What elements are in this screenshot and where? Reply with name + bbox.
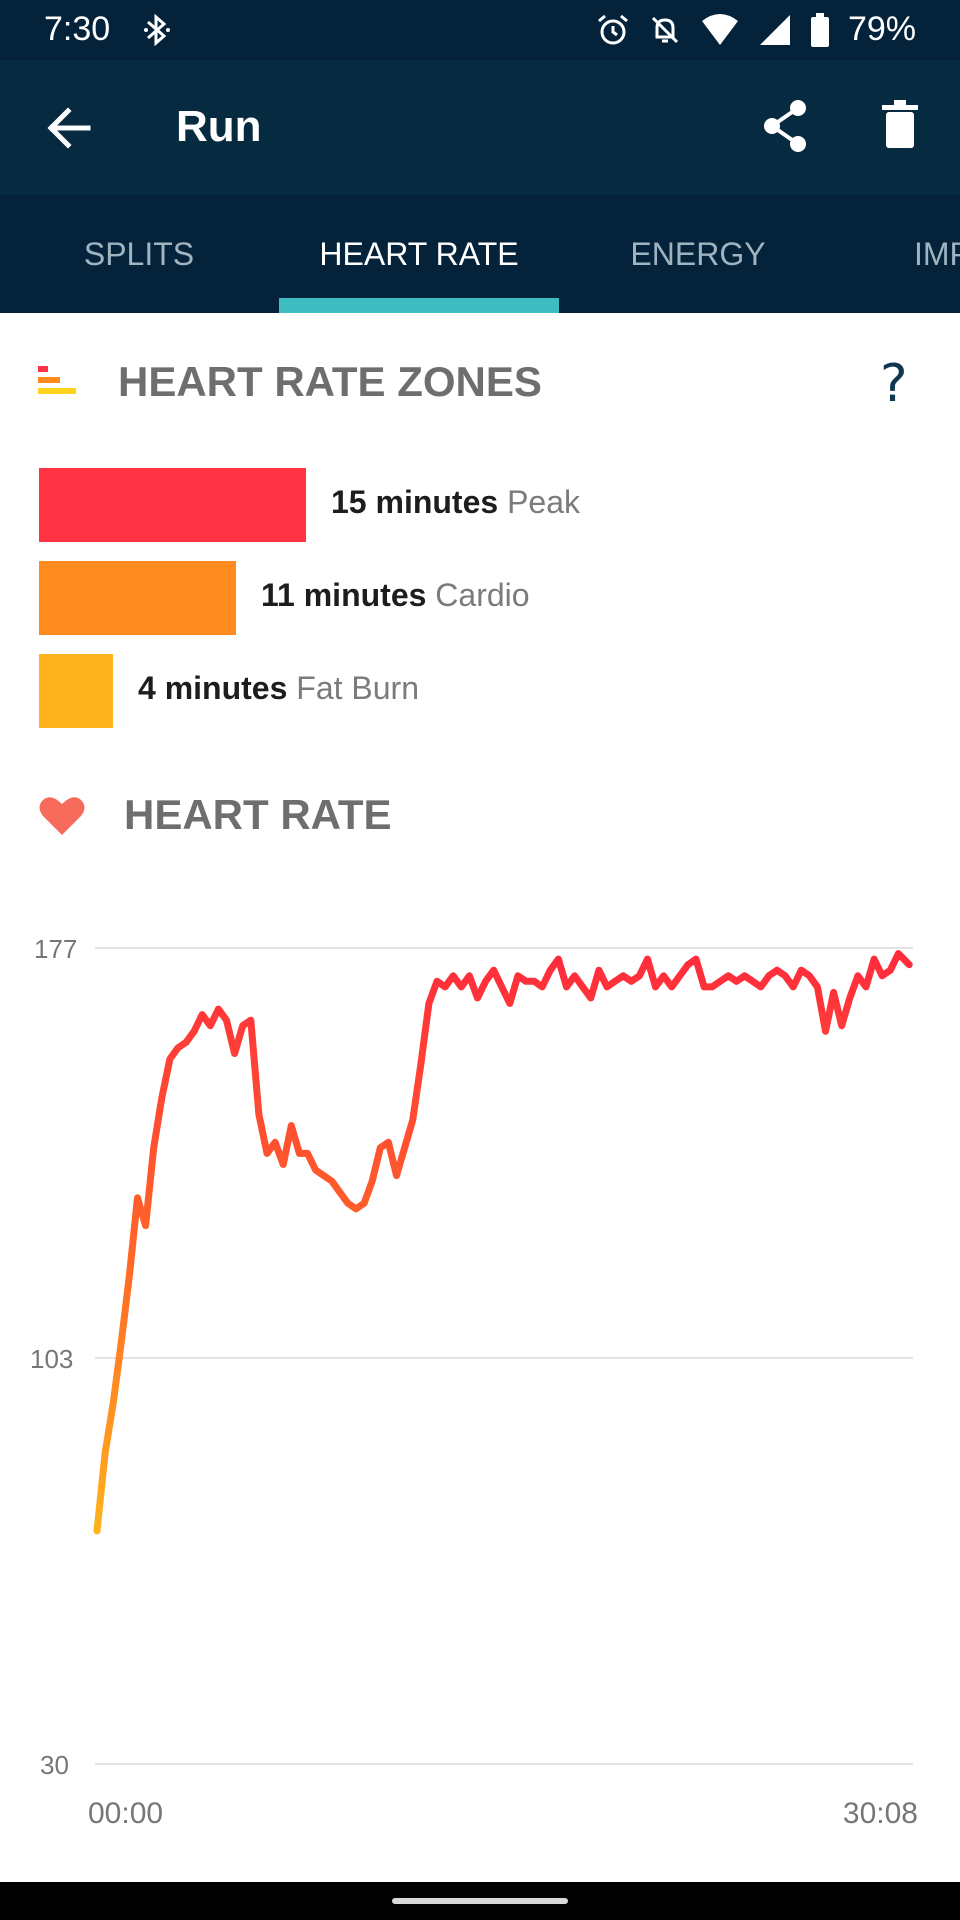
heart-rate-title: HEART RATE <box>124 791 392 838</box>
zone-name: Cardio <box>435 577 530 613</box>
zone-minutes: 11 minutes <box>261 577 427 613</box>
zones-bars-icon <box>38 366 76 394</box>
tab-impact[interactable]: IMPACT <box>914 236 960 272</box>
wifi-icon <box>701 13 738 45</box>
battery-percent: 79% <box>847 10 916 48</box>
home-gesture-handle[interactable] <box>392 1898 568 1904</box>
zone-bar-peak <box>39 468 306 542</box>
app-bar: Run <box>0 60 960 195</box>
zone-row-cardio: 11 minutes Cardio <box>39 561 919 635</box>
y-tick-label-177: 177 <box>34 934 77 964</box>
help-button[interactable]: ? <box>880 354 908 414</box>
status-icons: 79% <box>596 10 916 49</box>
x-tick-label-start: 00:00 <box>88 1797 163 1830</box>
share-icon[interactable] <box>756 96 816 156</box>
status-bar: 7:30 79% <box>0 0 960 60</box>
trash-icon[interactable] <box>870 96 930 156</box>
notifications-off-icon <box>651 16 678 43</box>
tab-bar: SPLITS HEART RATE ENERGY IMPACT <box>0 195 960 313</box>
zones-title: HEART RATE ZONES <box>118 358 542 405</box>
page-title: Run <box>176 102 262 151</box>
zone-name: Peak <box>507 484 580 520</box>
heart-icon <box>39 797 85 835</box>
zone-bar-fat-burn <box>39 654 113 728</box>
zone-bar-cardio <box>39 561 236 635</box>
heart-rate-chart: 177 103 30 00:00 30:08 <box>30 934 918 1830</box>
tab-energy[interactable]: ENERGY <box>630 236 766 272</box>
zone-label-cardio: 11 minutes Cardio <box>261 577 530 614</box>
cell-signal-icon <box>759 14 790 45</box>
y-tick-label-103: 103 <box>30 1344 73 1374</box>
zone-minutes: 15 minutes <box>331 484 499 520</box>
x-tick-label-end: 30:08 <box>843 1797 918 1830</box>
bluetooth-icon <box>144 13 170 47</box>
heart-rate-line <box>93 950 913 1535</box>
zone-row-peak: 15 minutes Peak <box>39 468 919 542</box>
zone-label-fat-burn: 4 minutes Fat Burn <box>138 670 419 707</box>
battery-icon <box>810 12 829 47</box>
status-time: 7:30 <box>44 10 111 48</box>
zones-header: HEART RATE ZONES ? <box>0 340 960 420</box>
alarm-icon <box>597 14 628 44</box>
arrow-back-icon[interactable] <box>40 98 100 158</box>
y-tick-label-30: 30 <box>40 1750 69 1780</box>
heart-rate-header: HEART RATE <box>0 775 960 855</box>
zone-name: Fat Burn <box>296 670 419 706</box>
tab-heart-rate[interactable]: HEART RATE <box>319 236 519 272</box>
navigation-bar <box>0 1882 960 1920</box>
zone-label-peak: 15 minutes Peak <box>331 484 580 521</box>
active-tab-indicator <box>279 298 559 313</box>
zone-row-fat-burn: 4 minutes Fat Burn <box>39 654 919 728</box>
zone-minutes: 4 minutes <box>138 670 288 706</box>
tab-splits[interactable]: SPLITS <box>83 236 195 272</box>
